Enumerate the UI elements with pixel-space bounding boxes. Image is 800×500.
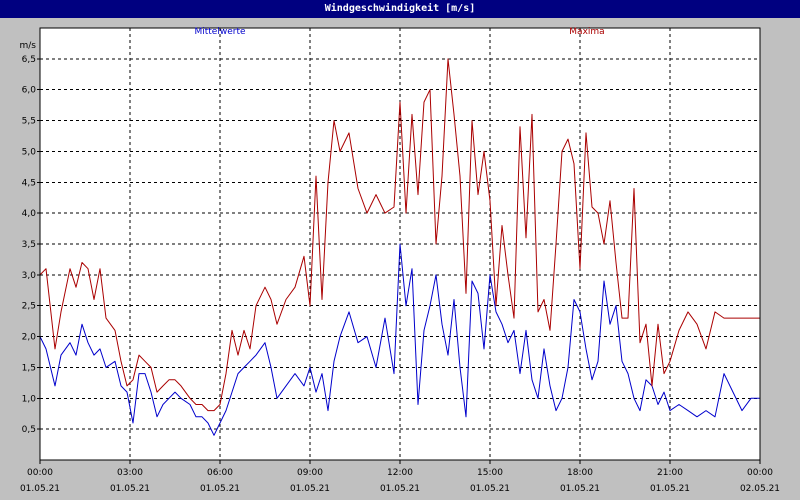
line-chart: 0,5 1,0 1,5 2,0 2,5 3,0 3,5 4,0 4,5 5,0 5,5 6,0 6,5 0… <box>20 27 781 494</box>
y-tick-label: 2,5 <box>22 302 36 312</box>
x-tick-time: 12:00 <box>387 468 413 478</box>
x-tick-date: 01.05.21 <box>470 484 510 494</box>
y-tick-label: 5,5 <box>22 117 36 127</box>
x-tick-time: 00:00 <box>27 468 53 478</box>
x-tick-time: 18:00 <box>567 468 593 478</box>
y-tick-label: 1,5 <box>22 363 36 373</box>
legend-mittelwerte: Mittelwerte <box>194 27 245 37</box>
x-tick-time: 15:00 <box>477 468 503 478</box>
y-tick-label: 6,5 <box>22 55 36 65</box>
axes <box>37 27 761 464</box>
x-tick-date: 01.05.21 <box>650 484 690 494</box>
x-tick-date: 02.05.21 <box>740 484 780 494</box>
y-tick-label: 5,0 <box>22 147 37 157</box>
x-tick-time: 03:00 <box>117 468 143 478</box>
x-tick-time: 00:00 <box>747 468 773 478</box>
y-tick-label: 4,0 <box>22 209 37 219</box>
x-tick-date: 01.05.21 <box>20 484 60 494</box>
y-tick-label: 3,0 <box>22 271 37 281</box>
chart-title: Windgeschwindigkeit [m/s] <box>0 0 800 18</box>
grid <box>40 28 760 460</box>
y-tick-label: 6,0 <box>22 86 37 96</box>
x-tick-date: 01.05.21 <box>290 484 330 494</box>
y-tick-label: 1,0 <box>22 394 37 404</box>
y-tick-label: 0,5 <box>22 425 36 435</box>
y-tick-label: 4,5 <box>22 178 36 188</box>
series-line-mittelwerte <box>39 243 760 436</box>
x-tick-date: 01.05.21 <box>110 484 150 494</box>
x-tick-time: 21:00 <box>657 468 683 478</box>
legend-maxima: Maxima <box>569 27 604 37</box>
y-axis-label: m/s <box>20 41 37 51</box>
y-tick-label: 3,5 <box>22 240 36 250</box>
x-tick-time: 06:00 <box>207 468 233 478</box>
labels: 0,5 1,0 1,5 2,0 2,5 3,0 3,5 4,0 4,5 5,0 5,5 6,0 6,5 0… <box>20 27 781 494</box>
x-tick-date: 01.05.21 <box>380 484 420 494</box>
chart-area: 0,5 1,0 1,5 2,0 2,5 3,0 3,5 4,0 4,5 5,0 5,5 6,0 6,5 0… <box>0 18 800 500</box>
series-layer <box>39 58 760 436</box>
x-tick-date: 01.05.21 <box>560 484 600 494</box>
x-tick-date: 01.05.21 <box>200 484 240 494</box>
series-line-maxima <box>39 58 760 412</box>
plot-border <box>39 27 761 461</box>
x-tick-time: 09:00 <box>297 468 323 478</box>
y-tick-label: 2,0 <box>22 333 37 343</box>
